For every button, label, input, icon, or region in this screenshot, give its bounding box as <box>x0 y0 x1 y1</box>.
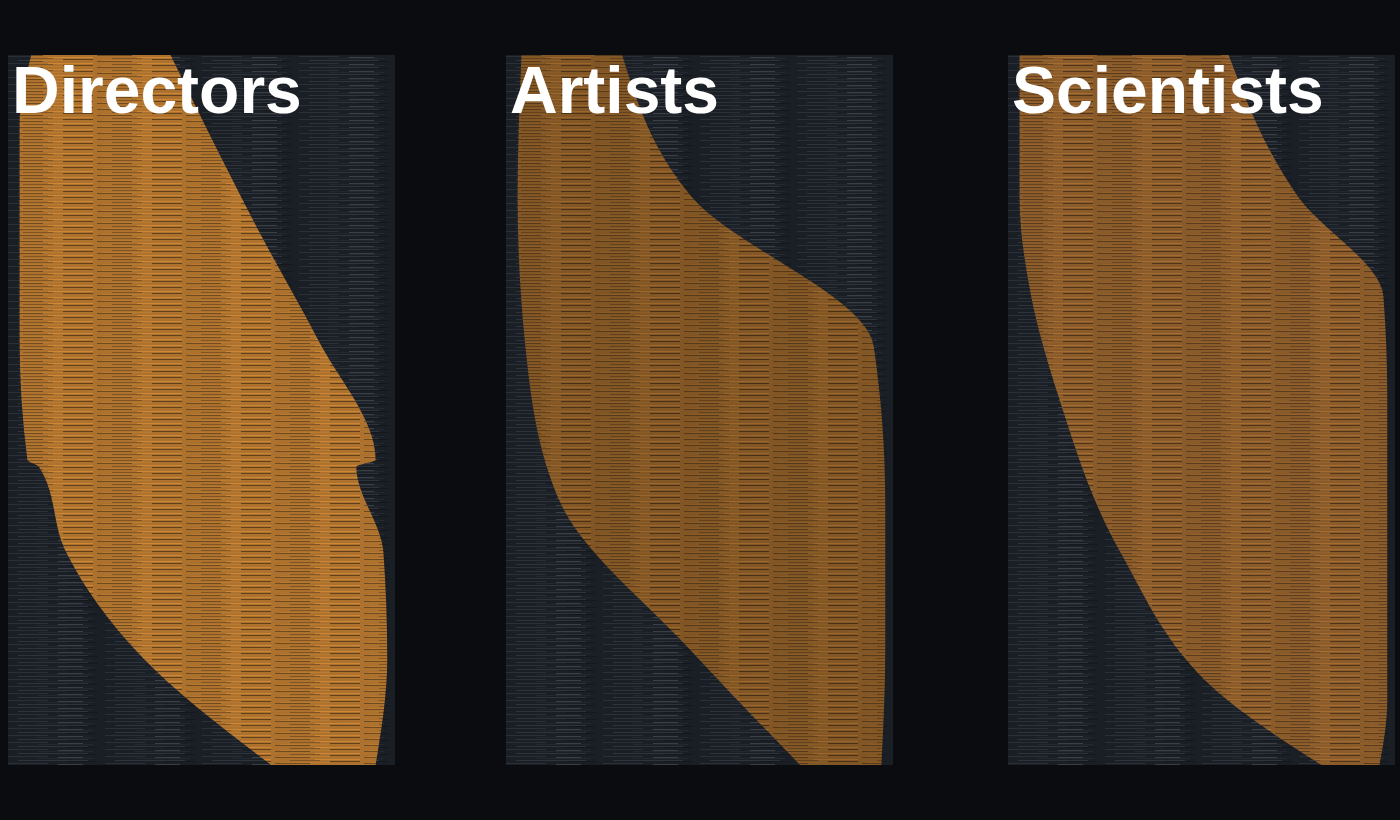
plot-area <box>8 55 395 765</box>
background <box>0 0 1400 820</box>
plot <box>518 55 886 765</box>
band <box>518 55 886 765</box>
plot <box>20 55 388 765</box>
panel <box>506 55 893 765</box>
band <box>20 55 388 765</box>
plot <box>1020 55 1388 765</box>
canvas: Directors Artists Scientists <box>0 0 1400 820</box>
plot-area <box>506 55 893 765</box>
panel <box>8 55 395 765</box>
band <box>1020 55 1388 765</box>
panel <box>1008 55 1395 765</box>
panel-title: Artists <box>510 53 719 127</box>
panel-title: Directors <box>12 53 302 127</box>
panel-title: Scientists <box>1012 53 1324 127</box>
plot-area <box>1008 55 1395 765</box>
